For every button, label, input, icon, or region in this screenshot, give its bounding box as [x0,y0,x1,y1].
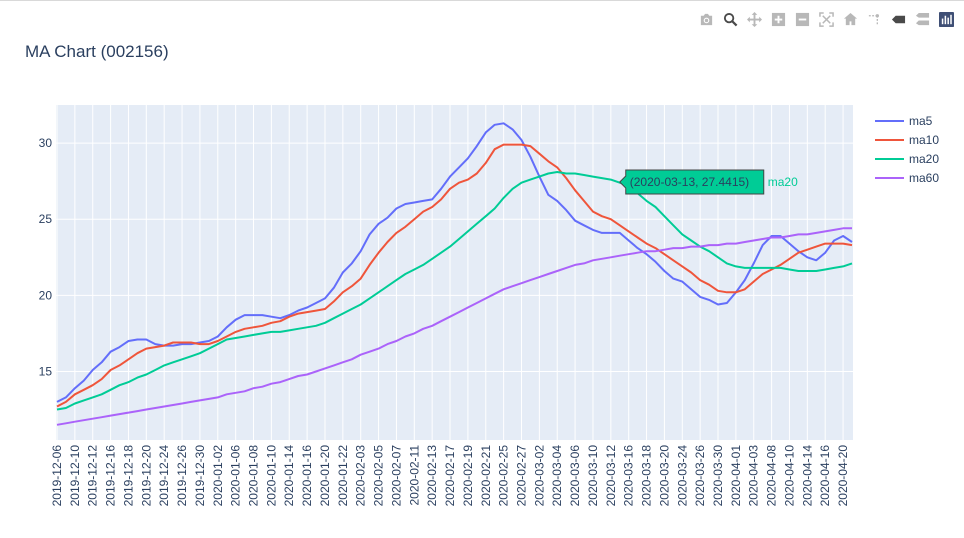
x-tick-label: 2019-12-10 [68,445,82,507]
y-axis-ticks: 15 20 25 30 [39,136,53,378]
legend-item-ma60[interactable]: ma60 [875,171,939,185]
x-tick-label: 2020-03-16 [622,445,636,507]
hover-compare-icon[interactable] [912,10,932,28]
x-tick-label: 2020-04-14 [800,445,814,507]
series-line-ma60[interactable] [56,227,852,426]
spike-lines-icon[interactable] [864,10,884,28]
x-tick-label: 2020-01-22 [336,445,350,507]
x-tick-label: 2020-02-19 [461,445,475,507]
x-tick-label: 2020-02-03 [354,445,368,507]
chart-title: MA Chart (002156) [25,42,169,61]
x-tick-label: 2020-04-03 [747,445,761,507]
autoscale-icon[interactable] [816,10,836,28]
x-tick-label: 2020-02-25 [497,445,511,507]
x-tick-label: 2020-03-04 [550,445,564,507]
hover-tooltip: (2020-03-13, 27.4415) ma20 [619,169,798,195]
x-tick-label: 2020-03-18 [640,445,654,507]
y-gridlines [56,142,853,372]
x-tick-label: 2020-03-06 [568,445,582,507]
legend-item-ma20[interactable]: ma20 [875,152,939,166]
y-tick-label: 25 [39,212,53,226]
zoom-out-icon[interactable] [792,10,812,28]
x-gridlines [56,105,844,440]
x-tick-label: 2020-03-24 [675,445,689,507]
x-tick-label: 2019-12-30 [193,445,207,507]
x-tick-label: 2020-01-08 [247,445,261,507]
x-tick-label: 2020-03-12 [604,445,618,507]
hover-series-label: ma20 [768,175,798,189]
legend-item-ma5[interactable]: ma5 [875,114,933,128]
legend-label: ma10 [909,133,939,147]
reset-axes-icon[interactable] [840,10,860,28]
pan-icon[interactable] [744,10,764,28]
y-tick-label: 30 [39,136,53,150]
series-line-ma5[interactable] [56,122,853,403]
x-tick-label: 2019-12-16 [104,445,118,507]
legend-item-ma10[interactable]: ma10 [875,133,939,147]
x-tick-label: 2020-01-16 [300,445,314,507]
x-tick-label: 2020-03-10 [586,445,600,507]
modebar [696,10,956,28]
legend: ma5 ma10 ma20 ma60 [875,114,939,185]
hover-box [619,169,765,195]
x-tick-label: 2020-02-27 [514,445,528,507]
x-tick-label: 2020-02-11 [407,445,421,506]
hover-closest-icon[interactable] [888,10,908,28]
x-tick-label: 2020-01-06 [229,445,243,507]
x-tick-label: 2020-03-26 [693,445,707,507]
x-tick-label: 2020-04-01 [729,445,743,507]
x-tick-label: 2019-12-24 [157,445,171,507]
x-axis-ticks: 2019-12-06 2019-12-10 2019-12-12 2019-12-16… [50,445,850,507]
plotly-logo-icon[interactable] [936,10,956,28]
zoom-icon[interactable] [720,10,740,28]
hover-value-text: (2020-03-13, 27.4415) [630,175,749,189]
x-tick-label: 2020-04-16 [818,445,832,507]
y-tick-label: 15 [39,364,53,378]
legend-label: ma5 [909,114,933,128]
camera-icon[interactable] [696,10,716,28]
legend-label: ma60 [909,171,939,185]
x-tick-label: 2020-03-02 [532,445,546,507]
x-tick-label: 2020-04-08 [765,445,779,507]
x-tick-label: 2020-04-10 [782,445,796,507]
plot-area[interactable] [56,105,853,440]
y-tick-label: 20 [39,288,53,302]
series-line-ma20[interactable] [56,171,853,411]
x-tick-label: 2020-01-02 [211,445,225,507]
series-line-ma10[interactable] [56,143,853,408]
x-tick-label: 2019-12-18 [121,445,135,507]
zoom-in-icon[interactable] [768,10,788,28]
x-tick-label: 2020-01-10 [264,445,278,507]
x-tick-label: 2019-12-20 [139,445,153,507]
x-tick-label: 2019-12-06 [50,445,64,507]
x-tick-label: 2020-02-17 [443,445,457,507]
legend-label: ma20 [909,152,939,166]
x-tick-label: 2020-02-21 [479,445,493,507]
top-border [0,0,964,1]
x-tick-label: 2020-02-05 [372,445,386,507]
series-lines [56,122,853,426]
x-tick-label: 2020-02-07 [389,445,403,507]
x-tick-label: 2020-03-20 [657,445,671,507]
x-tick-label: 2020-01-20 [318,445,332,507]
x-tick-label: 2019-12-26 [175,445,189,507]
x-tick-label: 2020-02-13 [425,445,439,507]
x-tick-label: 2020-04-20 [836,445,850,507]
x-tick-label: 2020-03-30 [711,445,725,507]
x-tick-label: 2019-12-12 [86,445,100,507]
x-tick-label: 2020-01-14 [282,445,296,507]
